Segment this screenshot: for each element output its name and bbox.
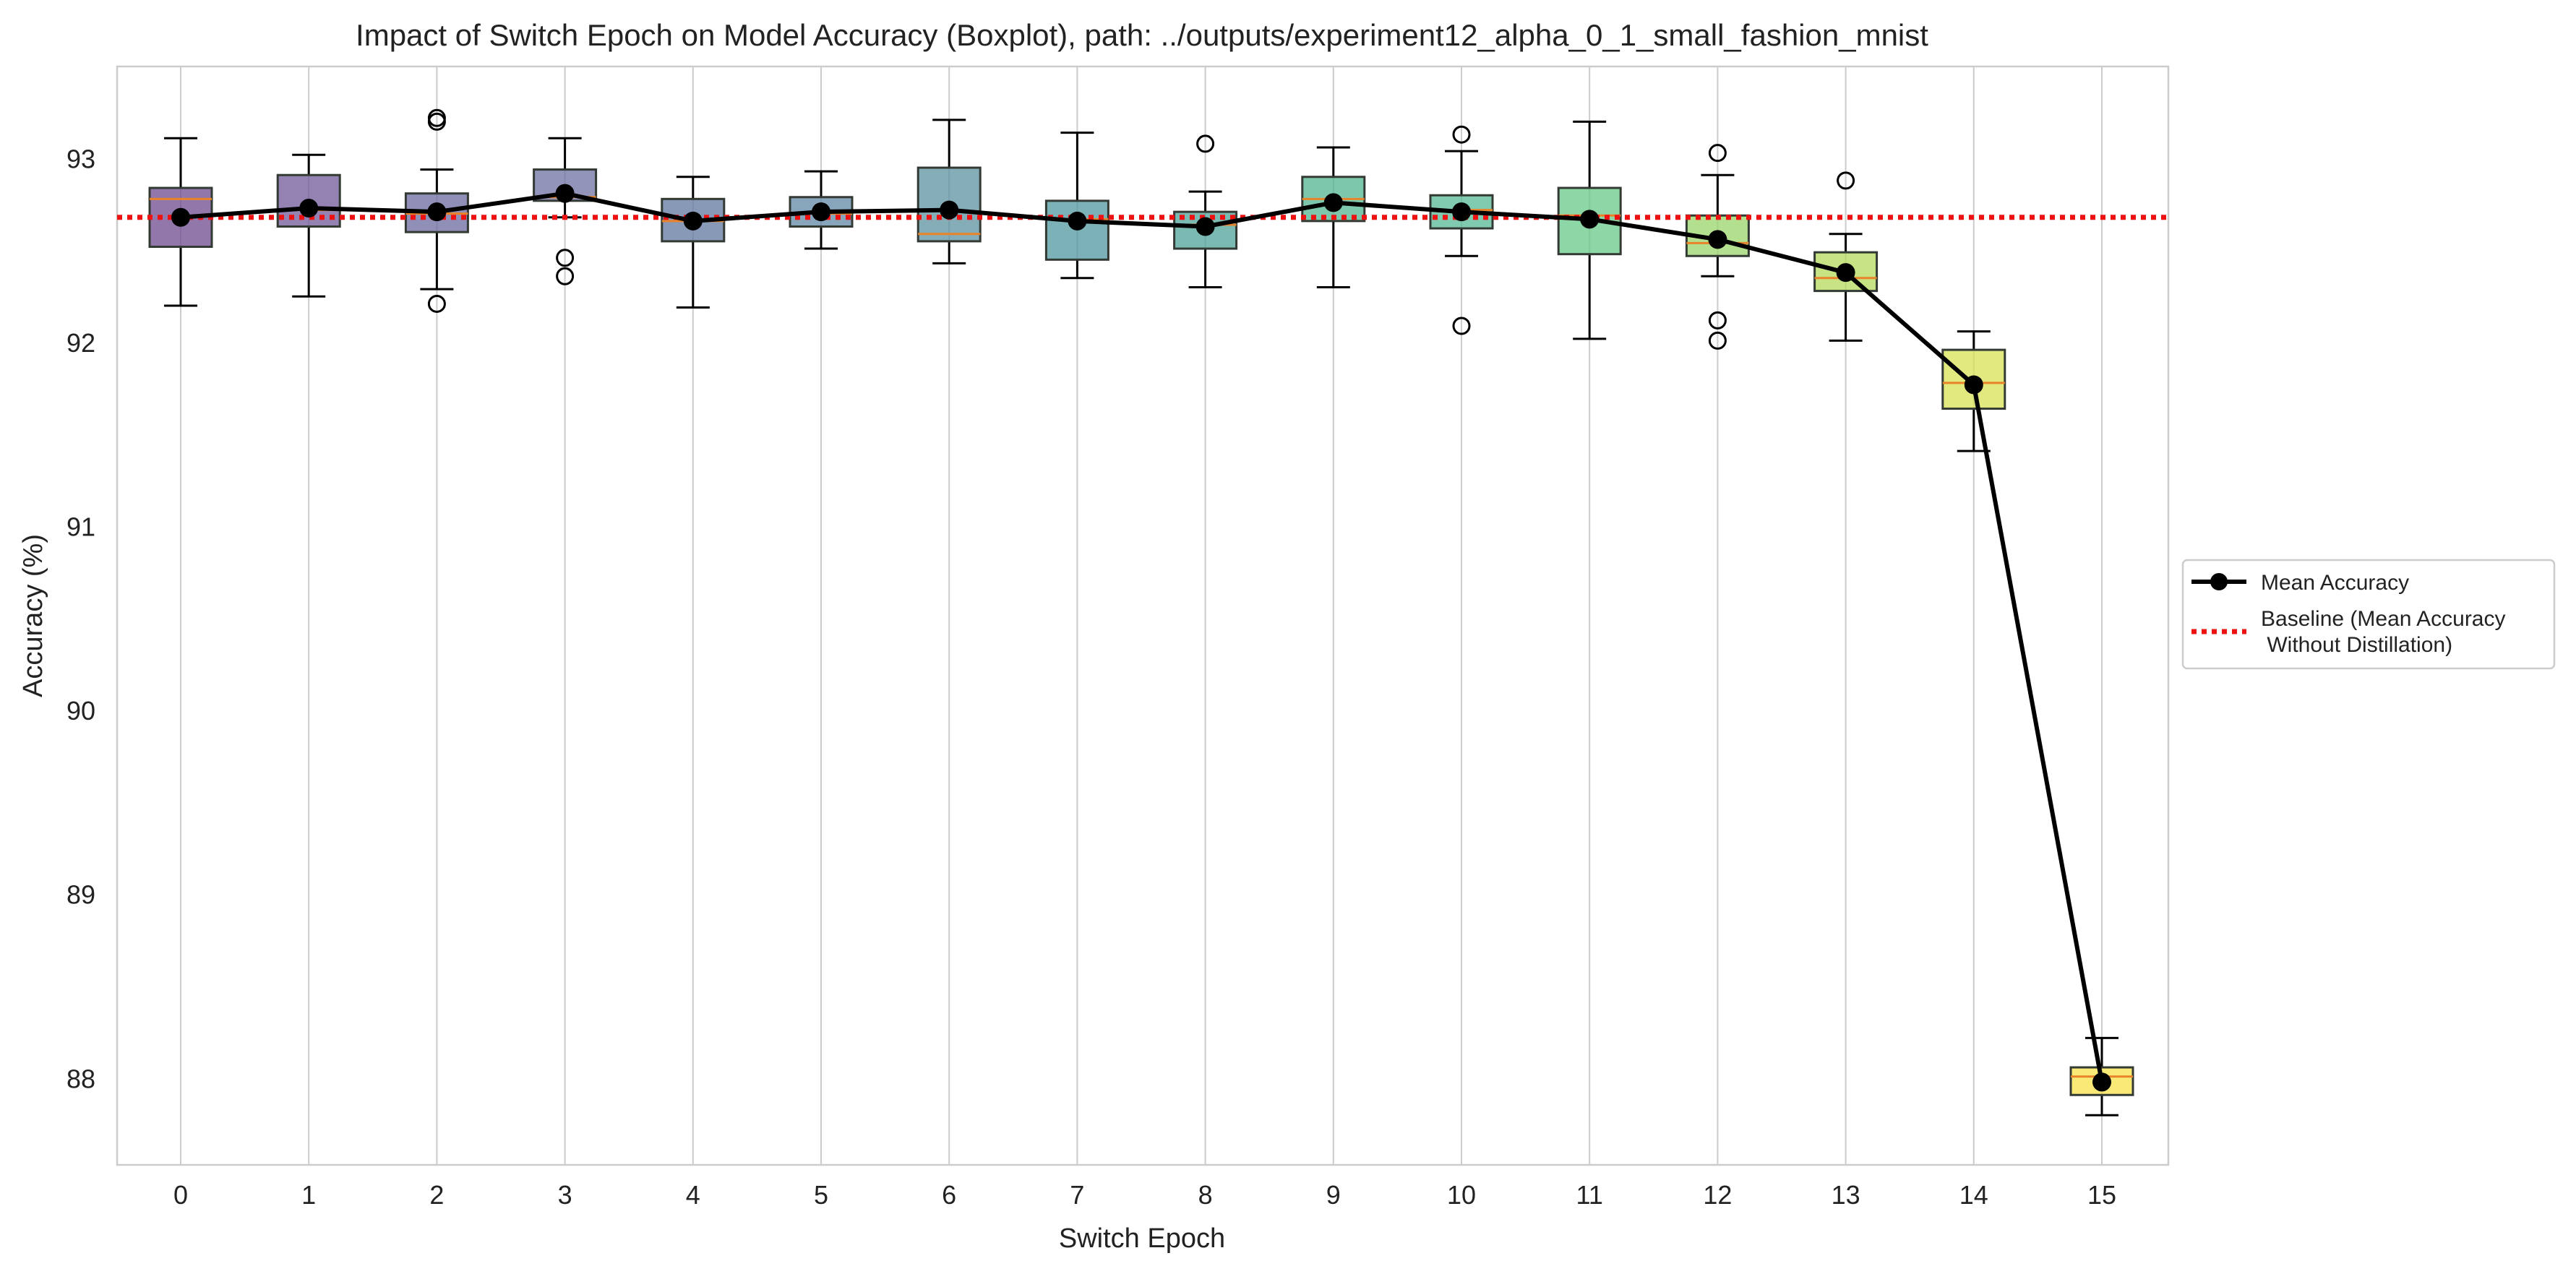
- mean-point-epoch-14: [1964, 375, 1983, 395]
- legend-frame: [2181, 559, 2556, 670]
- x-tick-label-10: 10: [1447, 1180, 1476, 1210]
- x-tick-label-15: 15: [2087, 1180, 2116, 1210]
- y-tick-label-92: 92: [66, 328, 95, 358]
- x-tick-label-5: 5: [814, 1180, 828, 1210]
- outlier-point: [556, 249, 575, 267]
- x-tick-label-13: 13: [1832, 1180, 1860, 1210]
- mean-point-epoch-11: [1580, 210, 1600, 229]
- mean-point-epoch-6: [940, 200, 959, 220]
- box-epoch-4: [661, 176, 726, 309]
- mean-point-epoch-0: [171, 207, 190, 227]
- box-epoch-7: [1044, 132, 1109, 280]
- mean-point-epoch-9: [1323, 193, 1343, 212]
- mean-point-epoch-15: [2092, 1072, 2111, 1092]
- outlier-point: [1196, 134, 1215, 153]
- outlier-point: [427, 108, 446, 127]
- outlier-point: [1452, 317, 1471, 335]
- x-tick-label-12: 12: [1703, 1180, 1732, 1210]
- mean-point-epoch-4: [683, 211, 703, 231]
- legend-baseline-label-line: Baseline (Mean Accuracy: [2261, 607, 2506, 631]
- y-tick-label-88: 88: [66, 1064, 95, 1093]
- outlier-point: [1708, 331, 1727, 350]
- x-tick-label-8: 8: [1198, 1180, 1213, 1210]
- mean-point-epoch-5: [812, 202, 830, 222]
- mean-point-epoch-13: [1836, 263, 1855, 283]
- mean-point-epoch-10: [1452, 202, 1471, 222]
- chart-title: Impact of Switch Epoch on Model Accuracy…: [356, 18, 1928, 52]
- box-epoch-13: [1813, 171, 1879, 342]
- mean-point-epoch-12: [1708, 230, 1727, 249]
- x-tick-label-14: 14: [1959, 1180, 1988, 1210]
- mean-point-epoch-7: [1068, 211, 1087, 231]
- x-axis-label: Switch Epoch: [1059, 1223, 1225, 1254]
- box-body: [916, 166, 982, 243]
- mean-accuracy-line: [180, 191, 2104, 1083]
- x-tick-label-6: 6: [942, 1180, 956, 1210]
- x-tick-label-1: 1: [301, 1180, 316, 1210]
- x-tick-label-2: 2: [429, 1180, 444, 1210]
- plot-frame: [116, 65, 2170, 1166]
- outlier-point: [1452, 125, 1471, 144]
- box-epoch-6: [916, 119, 982, 264]
- x-tick-label-7: 7: [1070, 1180, 1084, 1210]
- legend-baseline-label-line: Without Distillation): [2261, 633, 2452, 657]
- outlier-point: [1708, 144, 1727, 163]
- outlier-point: [427, 294, 446, 313]
- outlier-point: [1708, 311, 1727, 330]
- legend-mean-label: Mean Accuracy: [2261, 571, 2409, 595]
- mean-point-epoch-1: [299, 199, 319, 218]
- x-tick-label-11: 11: [1576, 1180, 1603, 1210]
- outlier-point: [1837, 171, 1855, 190]
- legend-mean-marker: [2210, 573, 2228, 590]
- y-axis-label: Accuracy (%): [18, 534, 48, 697]
- legend: Mean Accuracy Baseline (Mean Accuracy Wit…: [2181, 559, 2556, 670]
- outlier-point: [556, 267, 575, 285]
- x-tick-label-9: 9: [1326, 1180, 1341, 1210]
- y-tick-label-93: 93: [66, 144, 95, 173]
- box-epoch-11: [1557, 120, 1622, 340]
- x-tick-label-4: 4: [686, 1180, 700, 1210]
- y-tick-label-91: 91: [66, 512, 95, 542]
- y-tick-label-89: 89: [66, 880, 95, 910]
- legend-baseline-label: Baseline (Mean Accuracy Without Distilla…: [2261, 607, 2506, 657]
- y-tick-label-90: 90: [66, 696, 95, 726]
- mean-point-epoch-8: [1195, 217, 1215, 236]
- mean-point-epoch-2: [427, 202, 447, 222]
- mean-point-epoch-3: [555, 184, 575, 203]
- x-tick-label-3: 3: [558, 1180, 572, 1210]
- x-tick-label-0: 0: [173, 1180, 188, 1210]
- box-epoch-1: [276, 153, 341, 298]
